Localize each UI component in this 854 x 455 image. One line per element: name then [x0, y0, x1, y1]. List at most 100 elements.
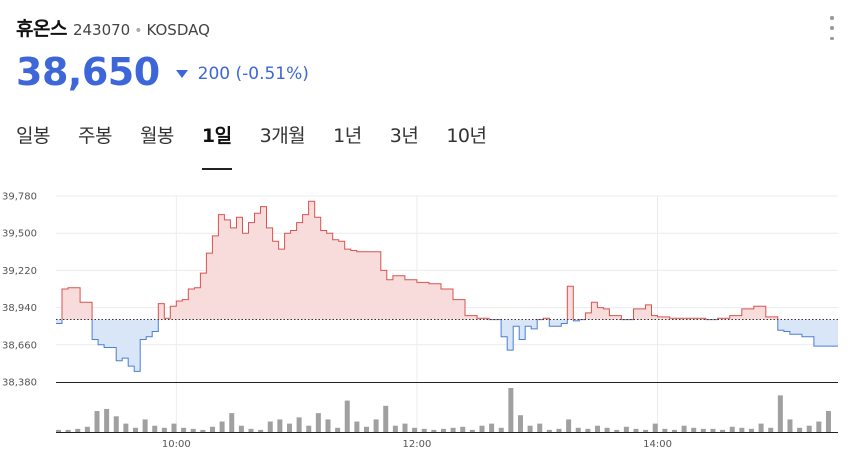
- volume-bar: [498, 427, 504, 432]
- volume-bar: [652, 423, 658, 432]
- volume-bar: [787, 419, 793, 432]
- volume-bar: [181, 427, 187, 432]
- volume-bar: [671, 429, 677, 432]
- volume-bar: [296, 417, 302, 432]
- volume-bar: [132, 427, 138, 432]
- volume-bar: [566, 419, 572, 432]
- separator-dot: •: [134, 23, 143, 39]
- volume-bar: [450, 427, 456, 432]
- volume-bar: [469, 429, 475, 432]
- y-tick-label: 39,220: [2, 266, 37, 277]
- volume-bar: [412, 427, 418, 432]
- volume-bar: [440, 428, 446, 432]
- tab-1[interactable]: 주봉: [77, 125, 112, 147]
- volume-bar: [681, 425, 687, 432]
- volume-bar: [710, 428, 716, 432]
- tab-4[interactable]: 3개월: [259, 125, 306, 147]
- price-line-down: [56, 319, 838, 372]
- stock-code: 243070: [72, 21, 131, 39]
- volume-bar: [643, 429, 649, 432]
- volume-bar: [383, 405, 389, 432]
- down-triangle-icon: [175, 70, 188, 78]
- volume-bar: [777, 395, 783, 432]
- y-tick-label: 38,380: [2, 378, 37, 389]
- more-dot: [830, 16, 834, 20]
- volume-bar: [335, 427, 341, 432]
- volume-bar: [768, 427, 774, 432]
- tab-5[interactable]: 1년: [333, 125, 362, 147]
- chart-svg: 39,780 39,500 39,220 38,940 38,660 38,380 10:0…: [2, 192, 838, 450]
- more-options-icon[interactable]: [826, 16, 838, 40]
- more-dot: [830, 36, 834, 40]
- tab-3[interactable]: 1일: [201, 118, 232, 172]
- volume-bar: [556, 428, 562, 432]
- volume-bar: [142, 419, 148, 432]
- volume-bar: [691, 427, 697, 432]
- volume-bar: [748, 428, 754, 432]
- volume-bar: [286, 423, 292, 432]
- stock-header: 휴온스 243070 • KOSDAQ: [16, 14, 210, 44]
- volume-bar: [729, 426, 735, 432]
- price-change: 200 (-0.51%): [197, 64, 309, 84]
- volume-bar: [508, 388, 514, 432]
- volume-bar: [248, 428, 254, 432]
- y-tick-label: 38,660: [2, 340, 37, 351]
- volume-bar: [594, 425, 600, 432]
- market-name: KOSDAQ: [146, 21, 210, 39]
- volume-bar: [325, 419, 331, 432]
- tab-6[interactable]: 3년: [389, 125, 419, 147]
- volume-bar: [585, 428, 591, 432]
- price-area-down: [56, 319, 838, 372]
- y-tick-label: 39,500: [2, 229, 37, 240]
- volume-bar: [758, 423, 764, 432]
- stock-name: 휴온스: [16, 18, 67, 40]
- volume-bar: [816, 421, 822, 432]
- volume-bar: [806, 425, 812, 432]
- volume-bar: [238, 425, 244, 432]
- volume-bar: [614, 429, 620, 432]
- volume-bar: [84, 426, 90, 432]
- volume-bar: [421, 428, 427, 432]
- volume-bar: [258, 429, 264, 432]
- volume-bar: [546, 429, 552, 432]
- volume-bar: [200, 429, 206, 432]
- volume-bar: [604, 427, 610, 432]
- volume-bar: [219, 421, 225, 432]
- volume-bar: [315, 413, 321, 432]
- volume-bar: [537, 423, 543, 432]
- price-line-up: [61, 200, 779, 320]
- volume-bar: [662, 428, 668, 432]
- tab-2[interactable]: 월봉: [139, 125, 174, 147]
- volume-bar: [344, 400, 350, 432]
- volume-bar: [402, 423, 408, 432]
- volume-bar: [75, 428, 81, 432]
- volume-bar: [209, 426, 215, 432]
- volume-bar: [363, 426, 369, 432]
- x-tick-label: 10:00: [162, 439, 191, 450]
- volume-bar: [152, 425, 158, 432]
- volume-bar: [113, 416, 119, 432]
- volume-bar: [354, 421, 360, 432]
- x-tick-label: 14:00: [643, 439, 672, 450]
- volume-bar: [229, 413, 235, 432]
- volume-bar: [373, 419, 379, 432]
- volume-bar: [489, 423, 495, 432]
- more-dot: [830, 26, 834, 30]
- volume-bar: [633, 428, 639, 432]
- volume-bar: [56, 429, 61, 432]
- volume-bar: [123, 423, 129, 432]
- y-tick-label: 38,940: [2, 303, 37, 314]
- price-row: 38,650 200 (-0.51%): [16, 50, 309, 94]
- period-tabs: 일봉 주봉 월봉 1일 3개월 1년 3년 10년: [16, 118, 515, 172]
- tab-7[interactable]: 10년: [446, 125, 487, 147]
- volume-bar: [190, 428, 196, 432]
- volume-bar: [825, 411, 831, 432]
- volume-bar: [527, 425, 533, 432]
- tab-0[interactable]: 일봉: [16, 125, 50, 147]
- volume-bar: [161, 427, 167, 432]
- volume-bar: [392, 425, 398, 432]
- volume-bar: [720, 429, 726, 432]
- volume-bar: [277, 419, 283, 432]
- y-tick-label: 39,780: [2, 192, 37, 203]
- volume-bar: [431, 429, 437, 432]
